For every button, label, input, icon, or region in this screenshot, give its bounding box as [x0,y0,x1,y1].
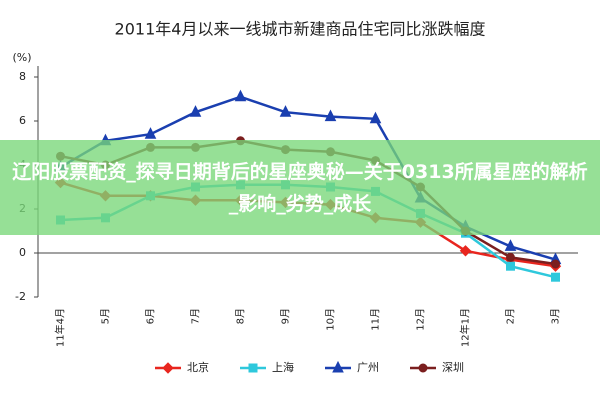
x-tick-label: 7月 [190,308,202,324]
chart-title: 2011年4月以来一线城市新建商品住宅同比涨跌幅度 [115,20,486,39]
marker [324,109,337,122]
y-tick-label: 0 [19,246,26,259]
marker [459,245,472,257]
x-tick-label: 11月 [370,308,382,331]
banner-text: 辽阳股票配资_探寻日期背后的星座奥秘—关于0313所属星座的解析_影响_劣势_成… [12,160,588,215]
marker [506,252,515,262]
marker [279,105,292,117]
x-tick-label: 8月 [235,308,247,324]
marker [332,360,344,373]
y-tick-label: 6 [19,114,26,127]
x-tick-label: 10月 [325,308,337,331]
x-tick-label: 12年1月 [459,308,472,347]
marker [504,239,517,251]
y-tick-label: 8 [19,70,26,83]
marker [234,89,247,102]
x-tick-label: 6月 [145,308,157,324]
y-tick-label: -2 [15,290,26,303]
marker [144,127,157,139]
marker [551,272,560,282]
marker [369,111,382,124]
legend-label: 广州 [357,361,379,374]
legend-label: 上海 [272,360,294,374]
legend-label: 深圳 [442,361,464,374]
x-tick-label: 2月 [505,308,517,324]
marker [418,363,428,373]
x-tick-label: 3月 [550,308,562,324]
marker [162,362,174,374]
x-tick-label: 11年4月 [54,308,67,347]
marker [189,105,202,117]
legend-label: 北京 [187,360,209,374]
marker [506,261,515,271]
y-axis-label: (%) [12,51,31,64]
marker [551,259,560,269]
x-tick-label: 5月 [100,308,112,324]
marker [248,363,258,373]
banner: 辽阳股票配资_探寻日期背后的星座奥秘—关于0313所属星座的解析_影响_劣势_成… [0,140,600,235]
x-tick-label: 12月 [415,308,427,331]
x-tick-label: 9月 [280,308,292,324]
